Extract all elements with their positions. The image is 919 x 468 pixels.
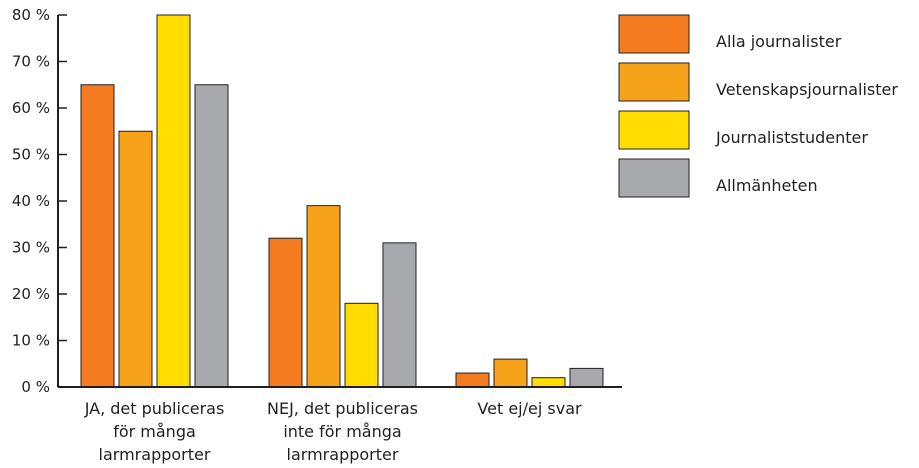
- legend-label: Journaliststudenter: [715, 128, 868, 147]
- bar: [493, 358, 528, 388]
- y-tick-label: 70 %: [12, 53, 50, 71]
- y-tick-label: 80 %: [12, 6, 50, 24]
- bar: [268, 237, 303, 388]
- legend-label: Alla journalister: [716, 32, 842, 51]
- y-ticks-group: 0 % 10 % 20 % 30 % 40 % 50 % 60 % 70 % 80 %: [12, 6, 67, 396]
- legend-swatch: [618, 14, 690, 54]
- bar: [80, 84, 115, 388]
- bar: [455, 372, 490, 388]
- legend-label: Allmänheten: [716, 176, 818, 195]
- bars-group: [80, 14, 604, 388]
- bar: [156, 14, 191, 388]
- bar: [306, 205, 341, 388]
- y-tick-label: 60 %: [12, 99, 50, 117]
- category-label: inte för många: [283, 422, 401, 441]
- category-label: Vet ej/ej svar: [477, 399, 582, 418]
- legend-swatch: [618, 110, 690, 150]
- y-tick-label: 30 %: [12, 239, 50, 257]
- legend-swatch: [618, 158, 690, 198]
- legend-swatch: [618, 62, 690, 102]
- category-label: JA, det publiceras: [84, 399, 225, 418]
- category-label: larmrapporter: [99, 445, 211, 464]
- y-tick-label: 20 %: [12, 285, 50, 303]
- x-labels-group: JA, det publiceras för många larmrapporter…: [84, 399, 582, 464]
- bar: [569, 367, 604, 388]
- legend-label: Vetenskapsjournalister: [716, 80, 898, 99]
- y-tick-label: 0 %: [21, 378, 50, 396]
- bar: [382, 242, 417, 388]
- bar: [531, 377, 566, 388]
- category-label: larmrapporter: [287, 445, 399, 464]
- y-tick-label: 50 %: [12, 146, 50, 164]
- y-tick-label: 10 %: [12, 332, 50, 350]
- bar: [118, 130, 153, 388]
- bar: [344, 302, 379, 388]
- bar: [194, 84, 229, 388]
- category-label: NEJ, det publiceras: [267, 399, 418, 418]
- y-tick-label: 40 %: [12, 192, 50, 210]
- legend: Alla journalister Vetenskapsjournalister J…: [618, 14, 898, 198]
- category-label: för många: [113, 422, 196, 441]
